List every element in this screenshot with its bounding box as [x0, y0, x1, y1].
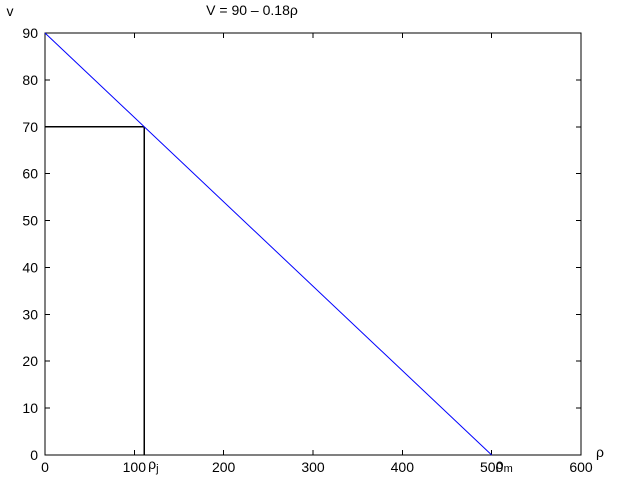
x-tick-label: 300: [301, 459, 325, 475]
annotation-label: ρj: [148, 456, 158, 475]
y-tick-label: 90: [22, 25, 38, 41]
y-tick-label: 80: [22, 72, 38, 88]
plot-frame: [44, 32, 582, 456]
annotation-label: ρm: [496, 456, 513, 475]
x-tick-label: 400: [391, 459, 415, 475]
x-tick-label: 200: [212, 459, 236, 475]
y-axis-title: v: [7, 3, 14, 19]
y-tick-label: 10: [22, 400, 38, 416]
x-axis-title: ρ: [596, 444, 604, 460]
x-tick-label: 0: [41, 459, 49, 475]
series-line: [44, 32, 493, 456]
x-tick-label: 600: [569, 459, 593, 475]
y-tick-label: 50: [22, 213, 38, 229]
x-tick-label: 500: [480, 459, 504, 475]
y-tick-label: 30: [22, 306, 38, 322]
x-tick-label: 100: [123, 459, 147, 475]
y-tick-label: 70: [22, 119, 38, 135]
y-tick-label: 0: [30, 447, 38, 463]
chart-title: V = 90 – 0.18ρ: [206, 2, 298, 18]
y-tick-label: 60: [22, 166, 38, 182]
plot-area: 0 100 200 300 400 500 600 0 10 20 30 40 50 60 70 80 90 ρj…: [22, 25, 592, 475]
y-tick-label: 20: [22, 353, 38, 369]
y-tick-label: 40: [22, 259, 38, 275]
